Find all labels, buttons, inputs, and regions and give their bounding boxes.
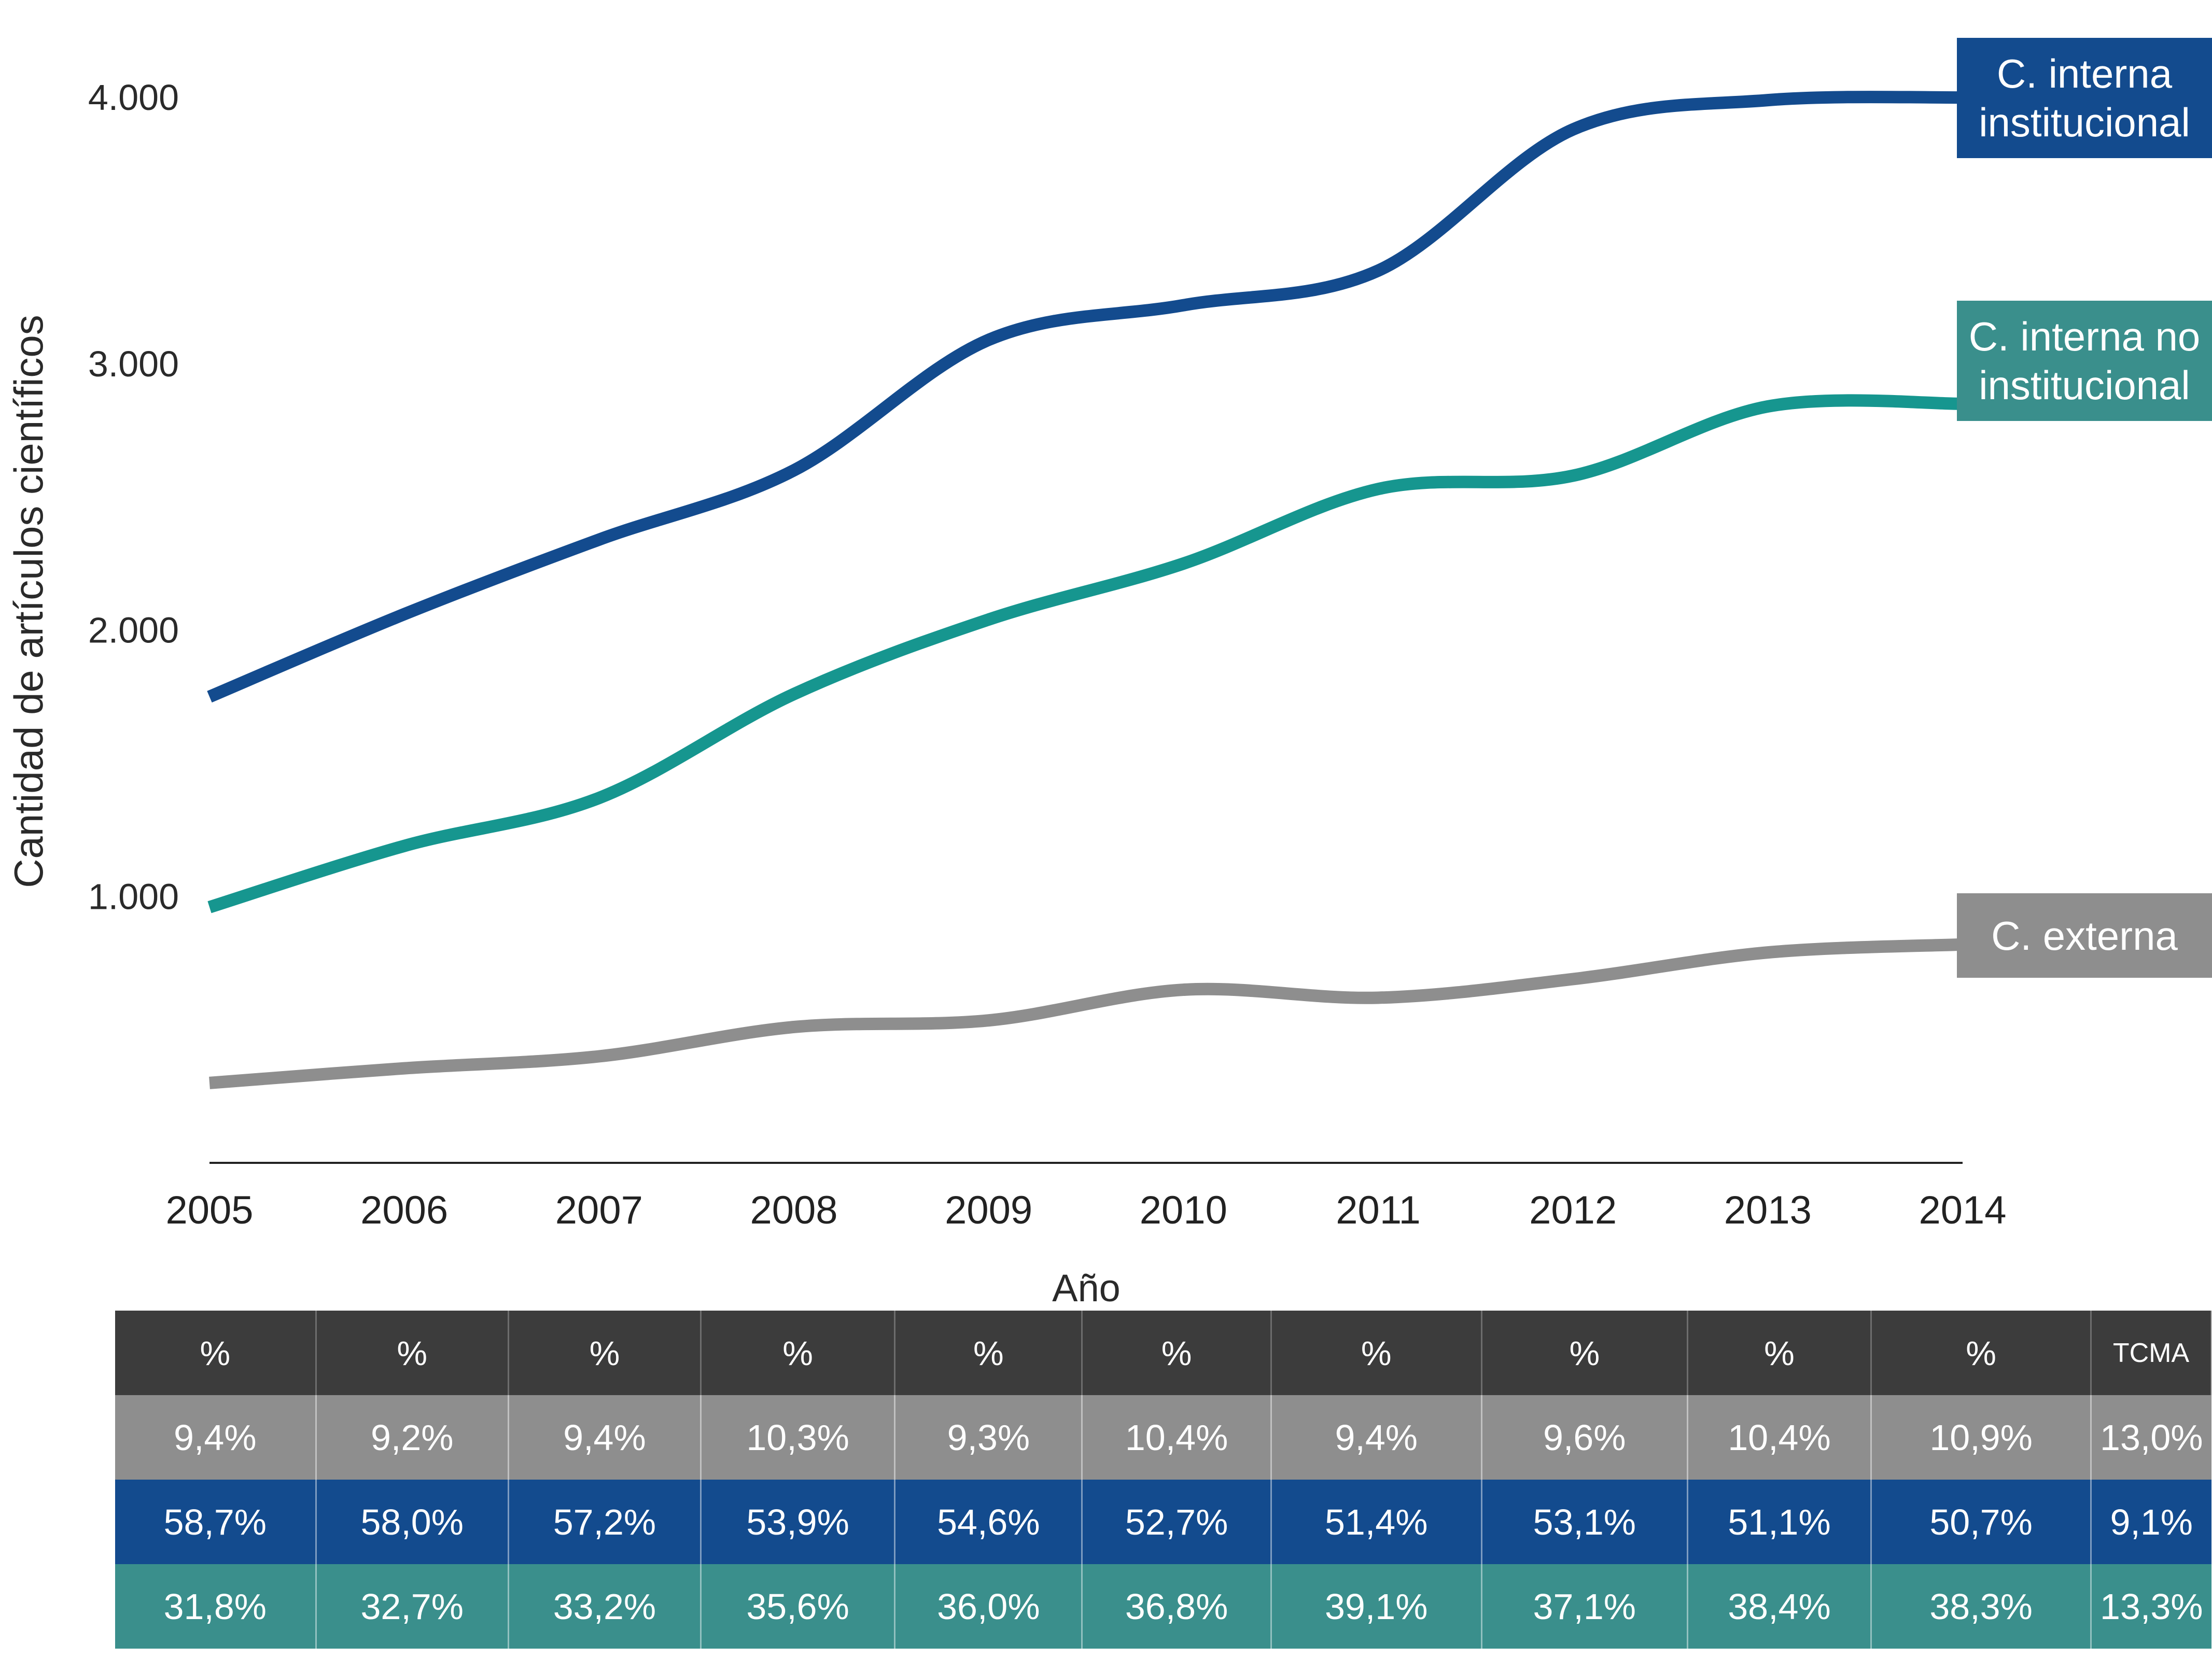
table-header-cell: % — [1082, 1311, 1272, 1395]
table-row: 31,8% 32,7% 33,2% 35,6% 36,0% 36,8% 39,1% 37,1%… — [115, 1564, 2211, 1649]
table-cell: 37,1% — [1481, 1564, 1688, 1649]
table-cell: 13,0% — [2091, 1395, 2211, 1480]
y-tick-labels: 1.000 2.000 3.000 4.000 — [88, 77, 179, 917]
series-label: C. interna institucional — [1957, 38, 2212, 158]
series-label: C. externa — [1957, 893, 2212, 978]
table-header-cell: % — [894, 1311, 1083, 1395]
x-axis-title: Año — [1052, 1267, 1121, 1310]
table-cell: 9,3% — [894, 1395, 1083, 1480]
table-row: 9,4% 9,2% 9,4% 10,3% 9,3% 10,4% 9,4% 9,6% 10,4% 1… — [115, 1395, 2211, 1480]
table-header-cell: % — [115, 1311, 317, 1395]
table-cell: 39,1% — [1271, 1564, 1482, 1649]
table-header-cell: TCMA — [2091, 1311, 2212, 1395]
table-cell: 36,8% — [1082, 1564, 1272, 1649]
x-tick-label: 2005 — [165, 1188, 253, 1232]
table-header-cell: % — [508, 1311, 702, 1395]
table-cell: 33,2% — [508, 1564, 702, 1649]
table-cell: 31,8% — [115, 1564, 317, 1649]
table-row: 58,7% 58,0% 57,2% 53,9% 54,6% 52,7% 51,4% 53,1%… — [115, 1480, 2211, 1564]
table-header-cell: % — [701, 1311, 896, 1395]
table-cell: 9,1% — [2091, 1480, 2211, 1564]
table-header-cell: % — [1481, 1311, 1688, 1395]
series-label-line: institucional — [1979, 100, 2190, 145]
series-label-line: institucional — [1979, 362, 2190, 408]
y-tick-label: 4.000 — [88, 77, 179, 118]
table-cell: 50,7% — [1871, 1480, 2092, 1564]
table-cell: 54,6% — [894, 1480, 1083, 1564]
series-label: C. interna no institucional — [1957, 301, 2212, 421]
table-cell: 58,7% — [115, 1480, 317, 1564]
table-header-cell: % — [1871, 1311, 2092, 1395]
x-tick-labels: 2005 2006 2007 2008 2009 2010 2011 2012 2013 2014 — [165, 1188, 2006, 1232]
series-label-line: C. externa — [1991, 912, 2178, 959]
table-cell: 38,4% — [1687, 1564, 1872, 1649]
table-header-row: %%%%%%%%%% TCMA — [115, 1311, 2212, 1395]
table-cell: 13,3% — [2091, 1564, 2211, 1649]
table-header-cell: % — [1271, 1311, 1482, 1395]
line-chart: Cantidad de artículos científicos 1.000 2… — [6, 77, 2007, 1310]
table-cell: 38,3% — [1871, 1564, 2092, 1649]
x-tick-label: 2007 — [555, 1188, 643, 1232]
series-line — [207, 91, 1963, 702]
y-axis-title: Cantidad de artículos científicos — [6, 315, 51, 888]
x-tick-label: 2006 — [360, 1188, 448, 1232]
x-tick-label: 2009 — [945, 1188, 1032, 1232]
table-cell: 35,6% — [701, 1564, 896, 1649]
y-axis-title-group: Cantidad de artículos científicos — [6, 315, 51, 888]
y-tick-label: 2.000 — [88, 610, 179, 651]
series-label-line: C. interna no — [1968, 314, 2201, 359]
y-tick-label: 1.000 — [88, 876, 179, 917]
table-cell: 58,0% — [316, 1480, 509, 1564]
series-line — [207, 394, 1963, 913]
percentage-table: %%%%%%%%%% TCMA 9,4% 9,2% 9,4% 10,3% 9,3% 10,4%… — [115, 1311, 2212, 1649]
table-cell: 10,4% — [1082, 1395, 1272, 1480]
table-header-cell: % — [1687, 1311, 1872, 1395]
table-cell: 53,1% — [1481, 1480, 1688, 1564]
x-tick-label: 2008 — [750, 1188, 837, 1232]
x-tick-label: 2012 — [1529, 1188, 1617, 1232]
series-line — [209, 938, 1963, 1089]
table-cell: 36,0% — [894, 1564, 1083, 1649]
table-cell: 52,7% — [1082, 1480, 1272, 1564]
table-cell: 10,9% — [1871, 1395, 2092, 1480]
table-cell: 9,4% — [1271, 1395, 1482, 1480]
table-cell: 9,4% — [508, 1395, 702, 1480]
table-cell: 53,9% — [701, 1480, 896, 1564]
table-cell: 32,7% — [316, 1564, 509, 1649]
table-cell: 10,3% — [701, 1395, 896, 1480]
x-tick-label: 2011 — [1336, 1188, 1420, 1232]
series-lines — [207, 91, 1963, 1089]
y-tick-label: 3.000 — [88, 344, 179, 384]
x-tick-label: 2013 — [1724, 1188, 1812, 1232]
table-cell: 57,2% — [508, 1480, 702, 1564]
x-tick-label: 2010 — [1140, 1188, 1227, 1232]
table-cell: 10,4% — [1687, 1395, 1872, 1480]
x-tick-label: 2014 — [1919, 1188, 2006, 1232]
table-header-cell: % — [316, 1311, 509, 1395]
table-cell: 9,2% — [316, 1395, 509, 1480]
table-cell: 9,4% — [115, 1395, 317, 1480]
table-cell: 51,4% — [1271, 1480, 1482, 1564]
table-cell: 9,6% — [1481, 1395, 1688, 1480]
series-label-line: C. interna — [1996, 51, 2173, 96]
table-cell: 51,1% — [1687, 1480, 1872, 1564]
